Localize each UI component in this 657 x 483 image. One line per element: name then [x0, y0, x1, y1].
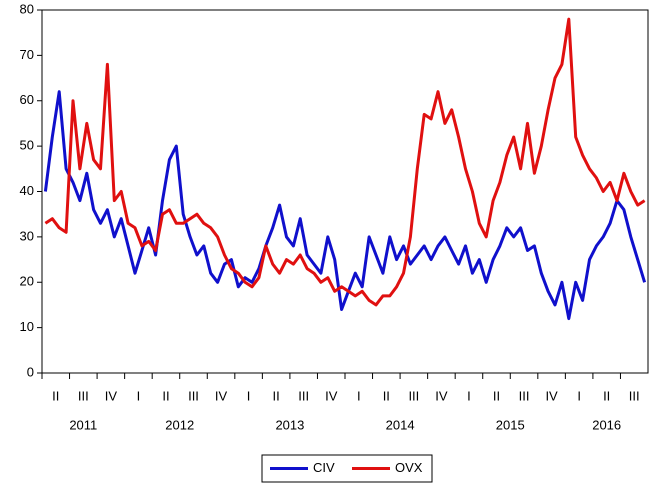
x-tick-label: III [188, 388, 199, 403]
year-label: 2013 [275, 417, 304, 432]
y-tick-label: 20 [20, 274, 34, 289]
year-label: 2012 [165, 417, 194, 432]
x-tick-label: II [273, 388, 280, 403]
x-tick-label: IV [325, 388, 338, 403]
legend-label: OVX [395, 460, 423, 475]
y-tick-label: 30 [20, 228, 34, 243]
x-tick-label: III [629, 388, 640, 403]
x-tick-label: II [493, 388, 500, 403]
y-tick-label: 80 [20, 1, 34, 16]
x-tick-label: II [162, 388, 169, 403]
x-tick-label: I [247, 388, 251, 403]
x-tick-label: III [78, 388, 89, 403]
series-line [44, 17, 646, 307]
x-tick-label: I [137, 388, 141, 403]
x-tick-label: II [603, 388, 610, 403]
plot-frame [41, 9, 649, 374]
series-line [43, 90, 647, 321]
y-tick-label: 60 [20, 92, 34, 107]
year-label: 2016 [592, 417, 621, 432]
x-tick-label: I [357, 388, 361, 403]
y-tick-label: 40 [20, 183, 34, 198]
x-tick-label: IV [545, 388, 558, 403]
x-tick-label: II [52, 388, 59, 403]
year-label: 2011 [69, 417, 97, 432]
x-tick-label: IV [435, 388, 448, 403]
x-tick-label: IV [105, 388, 118, 403]
y-tick-label: 50 [20, 138, 34, 153]
x-tick-label: IV [215, 388, 228, 403]
x-tick-label: III [408, 388, 419, 403]
year-label: 2014 [386, 417, 415, 432]
x-tick-label: I [577, 388, 581, 403]
y-tick-label: 0 [27, 364, 34, 379]
x-tick-label: II [383, 388, 390, 403]
legend-label: CIV [313, 460, 335, 475]
y-tick-label: 10 [20, 319, 34, 334]
legend: CIV OVX [261, 454, 433, 483]
year-label: 2015 [496, 417, 525, 432]
y-tick-label: 70 [20, 47, 34, 62]
x-tick-label: I [467, 388, 471, 403]
x-tick-label: III [519, 388, 530, 403]
x-tick-label: III [298, 388, 309, 403]
